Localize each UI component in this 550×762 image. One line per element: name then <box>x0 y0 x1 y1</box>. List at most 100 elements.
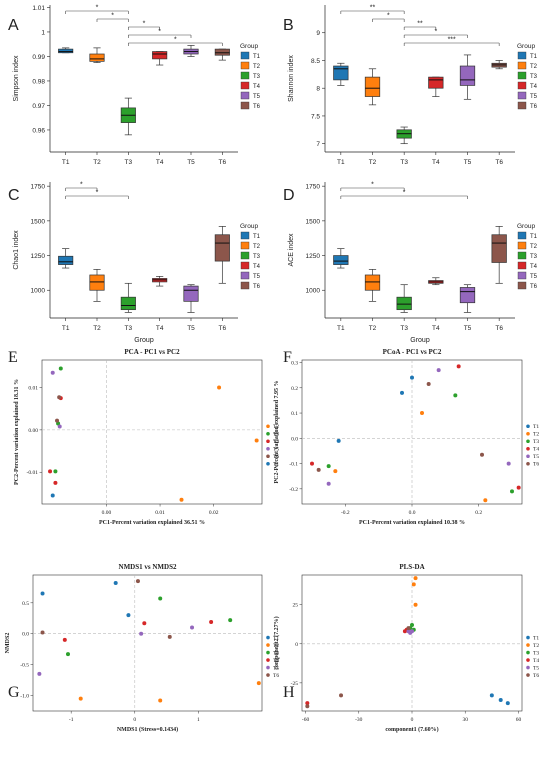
legend-label: T5 <box>253 274 261 280</box>
panel-e: E PCA - PC1 vs PC2 0.00 0.01 0.02 -0.01 0.00 0.… <box>8 348 279 526</box>
box-t3 <box>120 296 136 311</box>
x-tick-label: 0 <box>411 717 414 723</box>
x-axis-label: PC1-Percent variation explained 36.51 % <box>99 520 205 526</box>
legend-label: T4 <box>533 447 539 453</box>
legend-swatch <box>240 261 250 270</box>
point-t4 <box>53 480 58 485</box>
legend-title: Group <box>517 43 535 50</box>
legend-label: T1 <box>533 424 539 430</box>
y-tick-label: 0.0 <box>22 632 29 638</box>
panel-letter: C <box>8 187 20 204</box>
legend-label: T6 <box>273 454 279 460</box>
point-t6 <box>305 704 310 709</box>
box-t2 <box>364 274 381 291</box>
point-t6 <box>57 395 62 400</box>
x-tick-label: T2 <box>93 159 101 166</box>
y-axis-label: ACE index <box>288 233 295 267</box>
significance-label: * <box>96 5 99 12</box>
legend-label: T1 <box>530 54 538 60</box>
legend-label: T2 <box>253 244 261 250</box>
y-tick-label: 1500 <box>31 218 46 225</box>
point-t4 <box>62 637 67 642</box>
y-tick-label: 1000 <box>31 288 46 295</box>
legend-swatch <box>240 51 250 60</box>
point-t6 <box>316 467 321 472</box>
x-tick-label: 0.02 <box>209 510 219 516</box>
legend-label: T6 <box>533 462 539 468</box>
point-t6 <box>135 579 140 584</box>
point-t5 <box>410 629 414 634</box>
panel-d: D 1000 1250 1500 1750 T1 T2 T3 T4 T5 T6 ACE index Gr… <box>283 182 538 345</box>
x-tick-label: T4 <box>156 325 164 332</box>
box-t4 <box>152 51 168 60</box>
point-t3 <box>58 366 63 371</box>
y-tick-label: 1250 <box>31 253 46 260</box>
legend-label: T4 <box>253 84 261 90</box>
y-tick-label: 0 <box>295 642 298 648</box>
plot-frame <box>32 574 263 712</box>
legend-swatch <box>526 446 530 451</box>
box-t6 <box>491 234 507 263</box>
y-tick-label: 7.5 <box>311 113 320 120</box>
significance-label: * <box>434 29 437 36</box>
legend-swatch <box>266 658 270 662</box>
x-tick-label: T4 <box>432 159 440 166</box>
x-tick-label: 0.0 <box>409 510 416 516</box>
x-tick-label: T6 <box>495 159 503 166</box>
x-tick-label: T6 <box>495 325 503 332</box>
point-t6 <box>55 418 60 423</box>
y-axis-label: NMDS2 <box>5 633 11 654</box>
x-tick-label: -1 <box>69 717 74 723</box>
point-t3 <box>410 623 414 628</box>
legend-label: T5 <box>533 666 539 672</box>
legend-label: T1 <box>253 54 261 60</box>
y-tick-label: 1500 <box>306 218 321 225</box>
point-t1 <box>400 390 404 395</box>
y-tick-label: 0.98 <box>32 78 45 85</box>
legend-label: T3 <box>533 651 539 657</box>
point-t1 <box>410 375 414 380</box>
chart-title: PLS-DA <box>399 563 424 571</box>
x-axis-label: Group <box>134 337 154 344</box>
point-t3 <box>510 489 514 494</box>
chart-title: PCoA - PC1 vs PC2 <box>383 348 442 356</box>
legend-swatch <box>526 650 530 655</box>
legend-label: T3 <box>273 432 279 438</box>
legend-swatch <box>517 271 527 280</box>
x-tick-label: T2 <box>369 159 377 166</box>
significance-label: ** <box>370 5 376 12</box>
box-t6 <box>214 48 230 56</box>
legend-label: T3 <box>273 651 279 657</box>
x-tick-label: 30 <box>462 717 468 723</box>
y-axis-label: PC2-Percent variation explained 18.31 % <box>14 379 20 485</box>
panel-letter: B <box>283 17 294 34</box>
x-tick-label: T6 <box>219 159 227 166</box>
legend-label: T2 <box>533 643 539 649</box>
legend-swatch <box>266 431 270 436</box>
legend-label: T2 <box>273 643 279 649</box>
point-t4 <box>402 629 407 634</box>
legend-label: T4 <box>253 264 261 270</box>
panel-letter: D <box>283 187 295 204</box>
legend-swatch <box>266 454 270 459</box>
point-t4 <box>48 469 53 474</box>
point-t2 <box>254 438 259 443</box>
x-tick-label: 0.01 <box>155 510 165 516</box>
legend-label: T1 <box>253 234 261 240</box>
y-tick-label: -25 <box>291 681 299 687</box>
y-axis-label: PC2-Percent variation explained 7.95 % <box>274 380 280 483</box>
x-tick-label: T5 <box>464 325 472 332</box>
legend-title: Group <box>240 43 258 50</box>
y-axis-label: component2 (7.27%) <box>273 616 280 669</box>
panel-g: G NMDS1 vs NMDS2 -1 0 1 -1.0 -0.5 0.0 0.5 NMDS1 (… <box>5 563 279 733</box>
y-tick-label: 0.97 <box>32 103 45 110</box>
x-axis-label: NMDS1 (Stress=0.1434) <box>117 726 178 733</box>
point-t5 <box>326 481 331 486</box>
legend-label: T1 <box>273 636 279 642</box>
y-tick-label: 0.0 <box>291 436 298 442</box>
x-tick-label: 1 <box>197 717 200 723</box>
point-t5 <box>50 370 55 375</box>
point-t2 <box>413 576 418 581</box>
point-t2 <box>256 681 261 686</box>
legend-label: T3 <box>530 254 538 260</box>
